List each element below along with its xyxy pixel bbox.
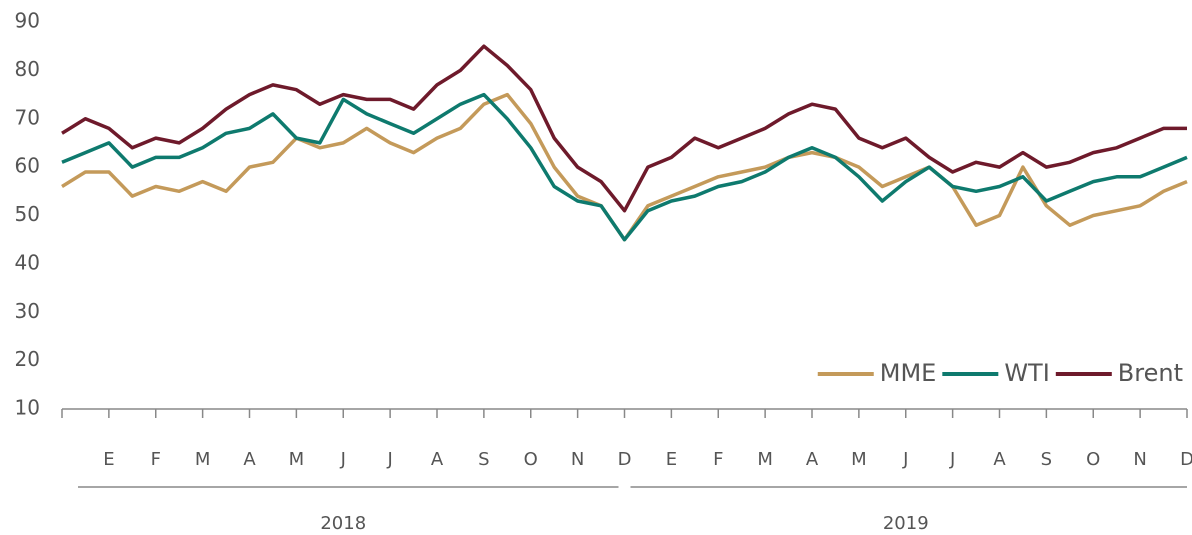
x-tick-label: N (571, 449, 584, 470)
legend-label: MME (880, 359, 937, 387)
x-tick-label: E (666, 449, 677, 470)
x-tick-label: M (757, 449, 773, 470)
x-tick-label: J (949, 449, 955, 470)
y-tick-label: 60 (15, 154, 40, 178)
series-line (61, 44, 1187, 213)
y-tick-label: 90 (15, 9, 40, 33)
y-tick-label: 70 (15, 105, 40, 129)
y-tick-label: 10 (15, 396, 40, 420)
x-tick-label: F (713, 449, 723, 470)
x-tick-label: M (851, 449, 867, 470)
x-tick-label: M (195, 449, 211, 470)
x-tick-label: S (478, 449, 489, 470)
x-tick-label: J (902, 449, 908, 470)
group-label: 2019 (883, 513, 929, 534)
series-line (61, 92, 1188, 242)
x-tick-label: M (289, 449, 305, 470)
x-tick-label: O (524, 449, 538, 470)
x-tick-label: S (1041, 449, 1052, 470)
x-tick-label: D (618, 449, 632, 470)
x-tick-label: D (1180, 449, 1192, 470)
y-tick-label: 40 (15, 250, 40, 274)
x-tick-label: F (151, 449, 161, 470)
x-tick-label: A (431, 449, 444, 470)
x-tick-label: J (386, 449, 392, 470)
series-line (61, 92, 1188, 242)
x-tick-label: O (1086, 449, 1100, 470)
legend-label: Brent (1118, 359, 1183, 387)
x-tick-label: E (103, 449, 114, 470)
x-tick-label: N (1133, 449, 1146, 470)
y-tick-label: 50 (15, 202, 40, 226)
y-tick-label: 20 (15, 347, 40, 371)
legend: Brent WTI MME (817, 359, 1183, 387)
x-tick-label: A (993, 449, 1006, 470)
x-tick-label: A (243, 449, 256, 470)
y-tick-label: 80 (15, 57, 40, 81)
legend-label: WTI (1004, 359, 1049, 387)
y-tick-label: 30 (15, 299, 40, 323)
x-tick-label: A (806, 449, 819, 470)
x-tick-label: J (340, 449, 346, 470)
group-label: 2018 (320, 513, 366, 534)
